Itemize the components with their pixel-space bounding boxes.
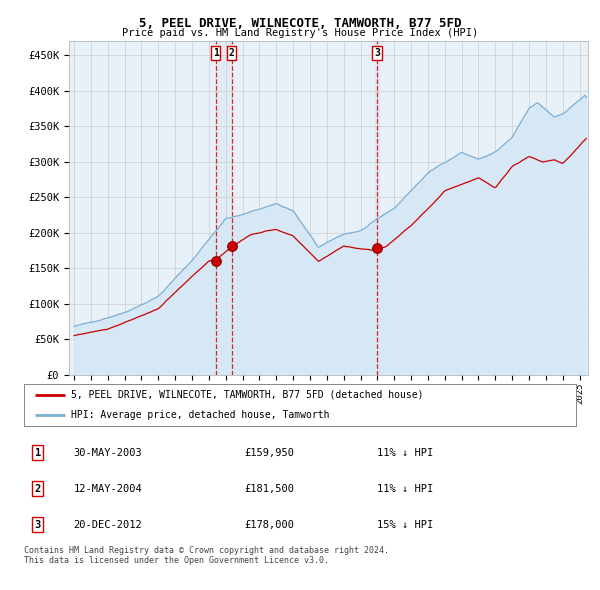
Text: 12-MAY-2004: 12-MAY-2004 xyxy=(74,484,142,494)
Text: 2: 2 xyxy=(229,48,235,58)
Text: 5, PEEL DRIVE, WILNECOTE, TAMWORTH, B77 5FD: 5, PEEL DRIVE, WILNECOTE, TAMWORTH, B77 … xyxy=(139,17,461,30)
Text: 1: 1 xyxy=(35,448,41,457)
Text: £178,000: £178,000 xyxy=(245,520,295,530)
Text: 3: 3 xyxy=(35,520,41,530)
Text: Price paid vs. HM Land Registry's House Price Index (HPI): Price paid vs. HM Land Registry's House … xyxy=(122,28,478,38)
Text: 2: 2 xyxy=(35,484,41,494)
Text: HPI: Average price, detached house, Tamworth: HPI: Average price, detached house, Tamw… xyxy=(71,409,329,419)
Text: Contains HM Land Registry data © Crown copyright and database right 2024.
This d: Contains HM Land Registry data © Crown c… xyxy=(24,546,389,565)
Text: 11% ↓ HPI: 11% ↓ HPI xyxy=(377,484,434,494)
Text: £159,950: £159,950 xyxy=(245,448,295,457)
Text: 5, PEEL DRIVE, WILNECOTE, TAMWORTH, B77 5FD (detached house): 5, PEEL DRIVE, WILNECOTE, TAMWORTH, B77 … xyxy=(71,390,424,400)
Text: 20-DEC-2012: 20-DEC-2012 xyxy=(74,520,142,530)
Text: 30-MAY-2003: 30-MAY-2003 xyxy=(74,448,142,457)
Text: 3: 3 xyxy=(374,48,380,58)
Text: 11% ↓ HPI: 11% ↓ HPI xyxy=(377,448,434,457)
Text: 1: 1 xyxy=(213,48,219,58)
Text: £181,500: £181,500 xyxy=(245,484,295,494)
Bar xyxy=(375,41,379,375)
Text: 15% ↓ HPI: 15% ↓ HPI xyxy=(377,520,434,530)
Bar xyxy=(216,41,232,375)
